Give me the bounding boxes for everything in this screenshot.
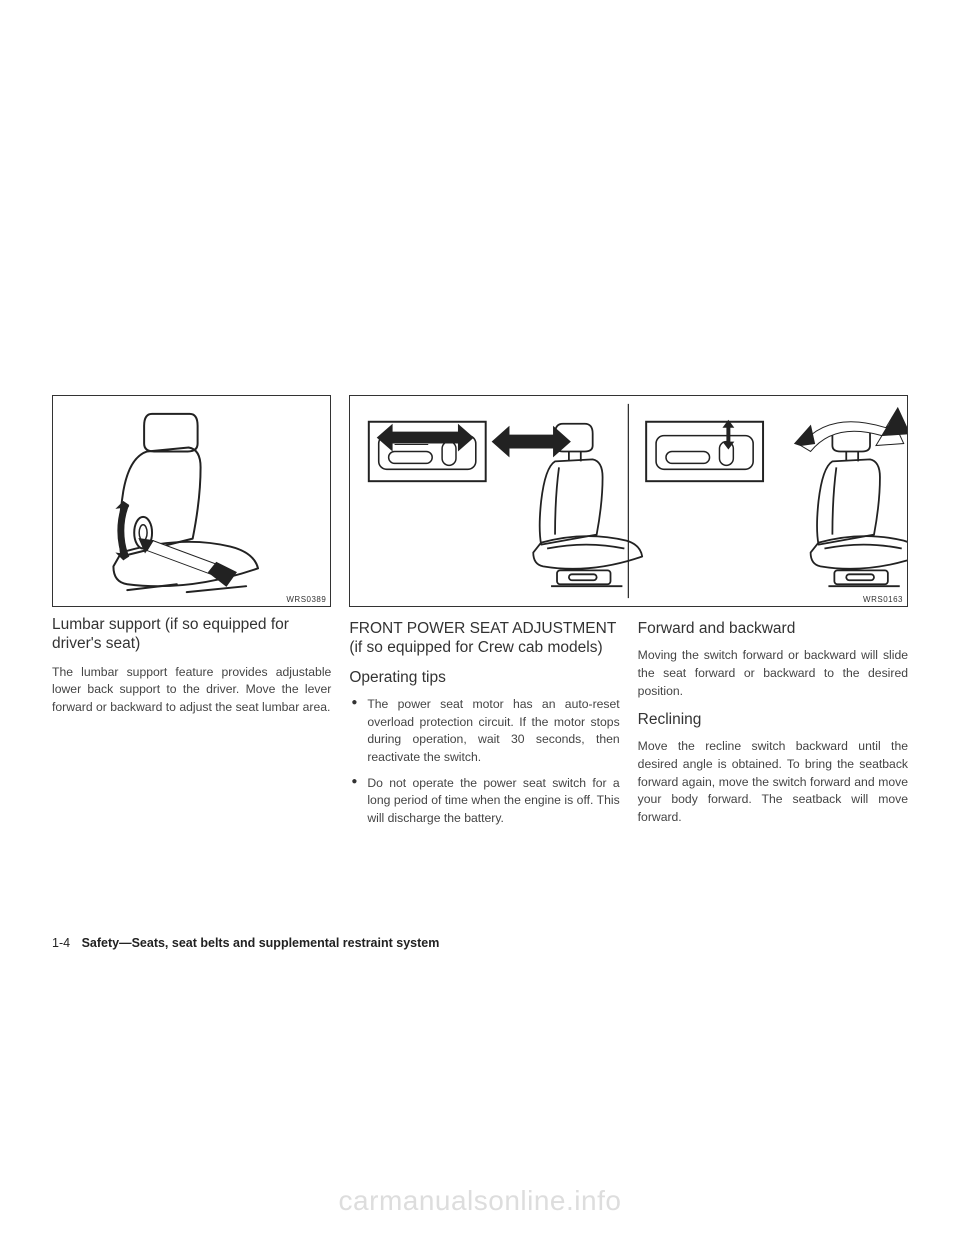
watermark: carmanualsonline.info: [0, 1185, 960, 1217]
figure-power-seat: WRS0163: [349, 395, 908, 607]
operating-tips-list: The power seat motor has an auto-reset o…: [349, 696, 619, 828]
lumbar-heading: Lumbar support (if so equipped for drive…: [52, 615, 331, 654]
reclining-heading: Reclining: [638, 710, 908, 730]
page-footer: 1-4 Safety—Seats, seat belts and supplem…: [52, 936, 439, 950]
operating-tips-heading: Operating tips: [349, 668, 619, 688]
figure-code-left: WRS0389: [286, 595, 326, 604]
figure-lumbar: WRS0389: [52, 395, 331, 607]
lumbar-seat-illustration: [53, 396, 330, 606]
power-seat-heading: FRONT POWER SEAT ADJUSTMENT (if so equip…: [349, 619, 619, 658]
forward-backward-heading: Forward and backward: [638, 619, 908, 639]
list-item: Do not operate the power seat switch for…: [349, 775, 619, 828]
section-title: Safety—Seats, seat belts and supplementa…: [82, 936, 440, 950]
list-item: The power seat motor has an auto-reset o…: [349, 696, 619, 767]
column-right-group: WRS0163 FRONT POWER SEAT ADJUSTMENT (if …: [349, 395, 908, 837]
lumbar-body: The lumbar support feature provides adju…: [52, 664, 331, 717]
forward-backward-body: Moving the switch forward or backward wi…: [638, 647, 908, 700]
figure-code-right: WRS0163: [863, 595, 903, 604]
column-1: WRS0389 Lumbar support (if so equipped f…: [52, 395, 331, 837]
reclining-body: Move the recline switch backward until t…: [638, 738, 908, 826]
column-2: FRONT POWER SEAT ADJUSTMENT (if so equip…: [349, 611, 619, 837]
column-3: Forward and backward Moving the switch f…: [638, 611, 908, 837]
page-number: 1-4: [52, 936, 70, 950]
power-seat-illustration: [350, 396, 907, 606]
